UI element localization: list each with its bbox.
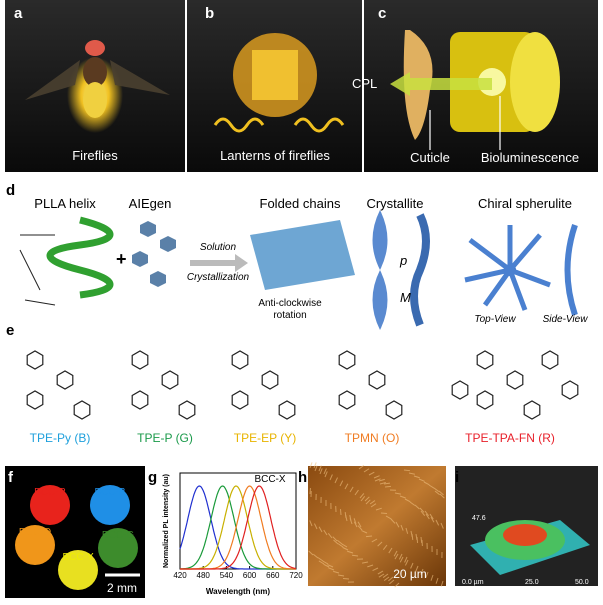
label: AIEgen xyxy=(129,196,172,211)
ring xyxy=(279,401,295,419)
spectrum xyxy=(180,486,296,569)
y-axis-label: Normalized PL intensity (au) xyxy=(163,474,170,568)
compound-label: TPE-P (G) xyxy=(137,431,193,445)
compound-label: TPE-Py (B) xyxy=(30,431,91,445)
fibril xyxy=(381,513,387,514)
panel-letter: b xyxy=(205,5,214,22)
ring xyxy=(27,391,43,409)
label: p xyxy=(399,253,407,268)
ring xyxy=(477,351,493,369)
ring xyxy=(507,371,523,389)
fibril xyxy=(404,470,410,471)
sample-label: BCC-Y xyxy=(62,552,93,563)
structures xyxy=(27,351,578,419)
sample-label: BCC-R xyxy=(34,487,66,498)
fibril xyxy=(385,486,391,487)
caption: Cuticle xyxy=(410,150,450,165)
x-tick-label: 600 xyxy=(243,571,257,580)
ring xyxy=(132,351,148,369)
ring xyxy=(27,351,43,369)
label: Side-View xyxy=(543,314,589,325)
caption: Fireflies xyxy=(72,148,118,163)
spectrum xyxy=(180,486,296,569)
spectrum xyxy=(180,486,296,569)
x-tick-label: 720 xyxy=(289,571,303,580)
ring xyxy=(339,391,355,409)
tick-label: 0.0 µm xyxy=(462,579,484,586)
ring xyxy=(477,391,493,409)
ring xyxy=(542,351,558,369)
ring xyxy=(132,391,148,409)
plus: + xyxy=(116,249,127,269)
ring xyxy=(369,371,385,389)
x-tick-label: 660 xyxy=(266,571,280,580)
panel-letter: a xyxy=(14,5,23,22)
label: M xyxy=(400,290,411,305)
ring xyxy=(386,401,402,419)
compound-label: TPE-EP (Y) xyxy=(234,431,296,445)
x-tick-label: 480 xyxy=(197,571,211,580)
3d-surface xyxy=(503,524,547,546)
tick-label: 47.6 xyxy=(472,515,486,522)
panel-letter: h xyxy=(298,469,307,486)
caption: Bioluminescence xyxy=(481,150,579,165)
tick-label: 50.0 xyxy=(575,579,589,586)
label: Top-View xyxy=(474,314,516,325)
caption: Lanterns of fireflies xyxy=(220,148,330,163)
ring xyxy=(232,391,248,409)
label: rotation xyxy=(273,310,306,321)
ring xyxy=(562,381,578,399)
panel-letter: d xyxy=(6,182,15,199)
scale-label: 2 mm xyxy=(107,581,137,595)
spectrum xyxy=(180,486,296,569)
fibril xyxy=(366,536,372,537)
sample-label: BCC-O xyxy=(19,527,51,538)
sample-label: BCC-G xyxy=(102,530,134,541)
compound-label: TPMN (O) xyxy=(345,431,400,445)
fibril xyxy=(340,509,341,515)
panel-letter: i xyxy=(455,469,459,486)
tick-label: 25.0 xyxy=(525,579,539,586)
ring xyxy=(452,381,468,399)
panel-letter: c xyxy=(378,5,386,22)
spectrum xyxy=(180,486,296,569)
label: Anti-clockwise xyxy=(258,298,322,309)
fibril xyxy=(421,537,422,543)
ring xyxy=(179,401,195,419)
panel-letter: g xyxy=(148,469,157,486)
panel-letter: e xyxy=(6,322,14,339)
ring xyxy=(262,371,278,389)
ring xyxy=(162,371,178,389)
x-tick-label: 420 xyxy=(173,571,187,580)
scale-label: 20 µm xyxy=(393,567,427,581)
label: Crystallite xyxy=(366,196,423,211)
x-axis-label: Wavelength (nm) xyxy=(206,587,270,596)
compound-label: TPE-TPA-FN (R) xyxy=(465,431,555,445)
label: Folded chains xyxy=(260,196,341,211)
sample-label: BCC-B xyxy=(94,487,125,498)
ring xyxy=(232,351,248,369)
ring xyxy=(524,401,540,419)
x-tick-label: 540 xyxy=(220,571,234,580)
label: PLLA helix xyxy=(34,196,96,211)
ring xyxy=(74,401,90,419)
label: Chiral spherulite xyxy=(478,196,572,211)
ring xyxy=(57,371,73,389)
label: Solution xyxy=(200,242,237,253)
label: Crystallization xyxy=(187,272,250,283)
ring xyxy=(339,351,355,369)
chart-title: BCC-X xyxy=(254,474,285,485)
cpl-label: CPL xyxy=(352,76,377,91)
